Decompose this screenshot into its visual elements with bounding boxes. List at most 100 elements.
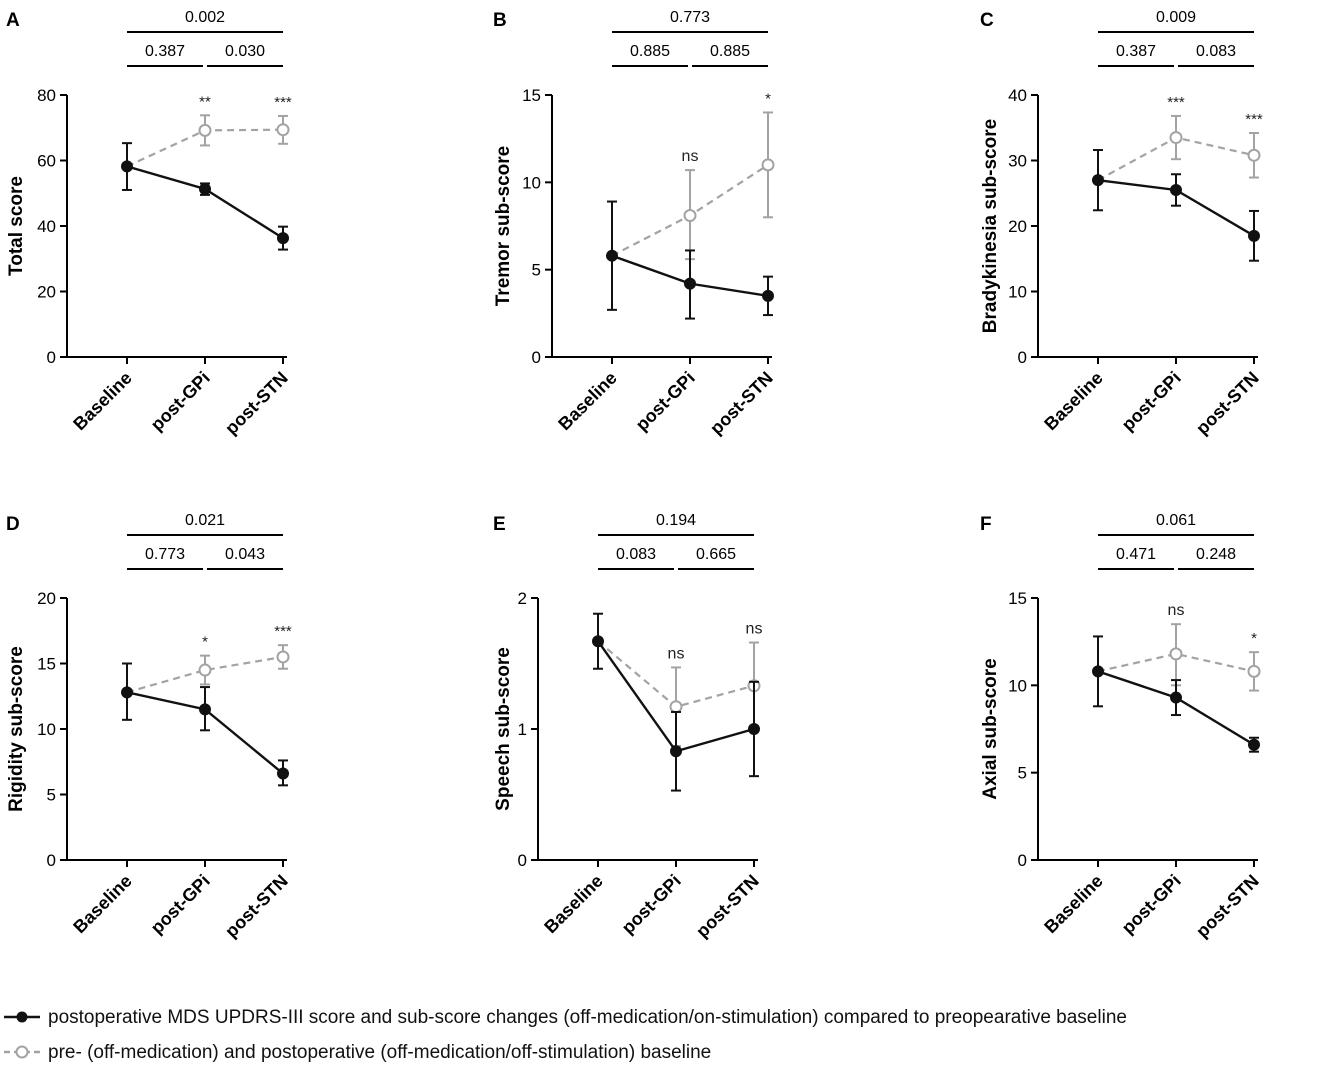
y-tick-label: 0: [518, 851, 527, 870]
data-point: [1247, 664, 1261, 678]
p-value-label: 0.083: [1196, 43, 1236, 60]
y-tick-label: 40: [1008, 86, 1027, 105]
data-point: [748, 723, 760, 735]
x-tick-label: post-STN: [221, 871, 292, 942]
y-tick-label: 20: [1008, 217, 1027, 236]
y-tick-label: 5: [532, 261, 541, 280]
data-point: [121, 160, 133, 173]
data-point: [592, 635, 604, 648]
y-tick-label: 30: [1008, 152, 1027, 171]
data-point: [1169, 131, 1183, 145]
legend-item-baseline: pre- (off-medication) and postoperative …: [0, 1042, 1325, 1066]
data-point: [277, 767, 289, 780]
legend-item-postoperative: postoperative MDS UPDRS-III score and su…: [0, 1007, 1325, 1031]
significance-marker: ***: [274, 623, 292, 640]
y-tick-label: 10: [1008, 676, 1027, 695]
p-value-label: 0.083: [616, 546, 656, 563]
x-tick-label: Baseline: [554, 368, 621, 435]
x-tick-label: post-STN: [221, 368, 292, 439]
panel-letter: C: [980, 10, 994, 31]
legend-line-solid-icon: [4, 1011, 40, 1023]
series-line: [126, 655, 284, 694]
p-value-label: 0.043: [225, 546, 265, 563]
series-baseline-offstim: [1097, 623, 1261, 692]
y-tick-label: 1: [518, 720, 527, 739]
significance-marker: *: [765, 90, 771, 107]
p-value-label: 0.773: [145, 546, 185, 563]
series-line: [1097, 652, 1255, 673]
y-tick-label: 20: [37, 283, 56, 302]
p-value-label: 0.387: [145, 43, 185, 60]
x-tick-label: post-STN: [706, 368, 777, 439]
significance-marker: ***: [1167, 94, 1185, 111]
x-tick-label: Baseline: [69, 871, 136, 938]
legend-label-postoperative: postoperative MDS UPDRS-III score and su…: [48, 1007, 1127, 1028]
data-point: [121, 686, 133, 699]
panel-letter: E: [493, 514, 506, 535]
significance-marker: *: [1251, 630, 1257, 647]
data-point: [762, 289, 774, 302]
data-point: [199, 703, 211, 716]
y-axis-title: Bradykinesia sub-score: [980, 119, 1001, 333]
data-point: [1092, 174, 1104, 187]
x-tick-label: post-GPi: [1118, 871, 1185, 938]
series-postoperative: [1092, 635, 1260, 753]
data-point: [1248, 738, 1260, 751]
data-point: [684, 277, 696, 290]
data-point: [683, 209, 697, 223]
x-tick-label: post-GPi: [618, 871, 685, 938]
significance-marker: ***: [274, 94, 292, 111]
chart-panel-e: E 0 1 2 Speech sub-score Baseline post-GPi post…: [493, 512, 763, 941]
panel-letter: F: [980, 514, 992, 535]
series-postoperative: [592, 612, 760, 792]
data-point: [1170, 691, 1182, 704]
chart-panel-b: B 0 5 10 15 Tremor sub-score Baseline post-GPi p…: [493, 9, 777, 438]
series-baseline-offstim: [126, 114, 290, 168]
p-value-label: 0.773: [670, 9, 710, 26]
chart-panel-a: A 0 20 40 60 80 Total score Baseline post-GPi pos…: [6, 9, 292, 438]
y-tick-label: 10: [37, 720, 56, 739]
p-value-label: 0.471: [1116, 546, 1156, 563]
x-tick-label: Baseline: [540, 871, 607, 938]
p-value-label: 0.885: [630, 43, 670, 60]
significance-marker: ns: [1168, 602, 1185, 619]
data-point: [761, 158, 775, 172]
x-tick-label: post-GPi: [632, 368, 699, 435]
data-point: [1092, 665, 1104, 678]
y-tick-label: 0: [1018, 348, 1027, 367]
x-tick-label: post-GPi: [147, 871, 214, 938]
p-value-label: 0.885: [710, 43, 750, 60]
legend-label-baseline: pre- (off-medication) and postoperative …: [48, 1042, 712, 1063]
data-point: [198, 663, 212, 677]
y-tick-label: 15: [1008, 589, 1027, 608]
y-axis-title: Axial sub-score: [980, 658, 1001, 800]
panel-letter: D: [6, 514, 20, 535]
y-tick-label: 15: [522, 86, 541, 105]
y-tick-label: 2: [518, 589, 527, 608]
x-tick-label: Baseline: [69, 368, 136, 435]
y-tick-label: 0: [47, 851, 56, 870]
y-tick-label: 10: [522, 173, 541, 192]
y-axis-title: Rigidity sub-score: [6, 646, 27, 812]
chart-panel-f: F 0 5 10 15 Axial sub-score Baseline post-GPi po…: [980, 512, 1263, 941]
significance-marker: ns: [746, 621, 763, 638]
chart-panel-c: C 0 10 20 30 40 Bradykinesia sub-score Baseline…: [980, 9, 1263, 438]
x-tick-label: post-GPi: [147, 368, 214, 435]
series-postoperative: [121, 662, 289, 787]
p-value-label: 0.009: [1156, 9, 1196, 26]
y-tick-label: 60: [37, 152, 56, 171]
p-value-label: 0.021: [185, 512, 225, 529]
y-axis-title: Tremor sub-score: [493, 146, 514, 307]
p-value-label: 0.248: [1196, 546, 1236, 563]
y-axis-title: Speech sub-score: [493, 647, 514, 811]
data-point: [277, 232, 289, 245]
y-tick-label: 0: [47, 348, 56, 367]
series-baseline-offstim: [1097, 114, 1261, 182]
p-value-label: 0.002: [185, 9, 225, 26]
data-point: [606, 249, 618, 262]
p-value-label: 0.194: [656, 512, 696, 529]
series-postoperative: [121, 142, 289, 251]
y-tick-label: 80: [37, 86, 56, 105]
y-tick-label: 0: [532, 348, 541, 367]
